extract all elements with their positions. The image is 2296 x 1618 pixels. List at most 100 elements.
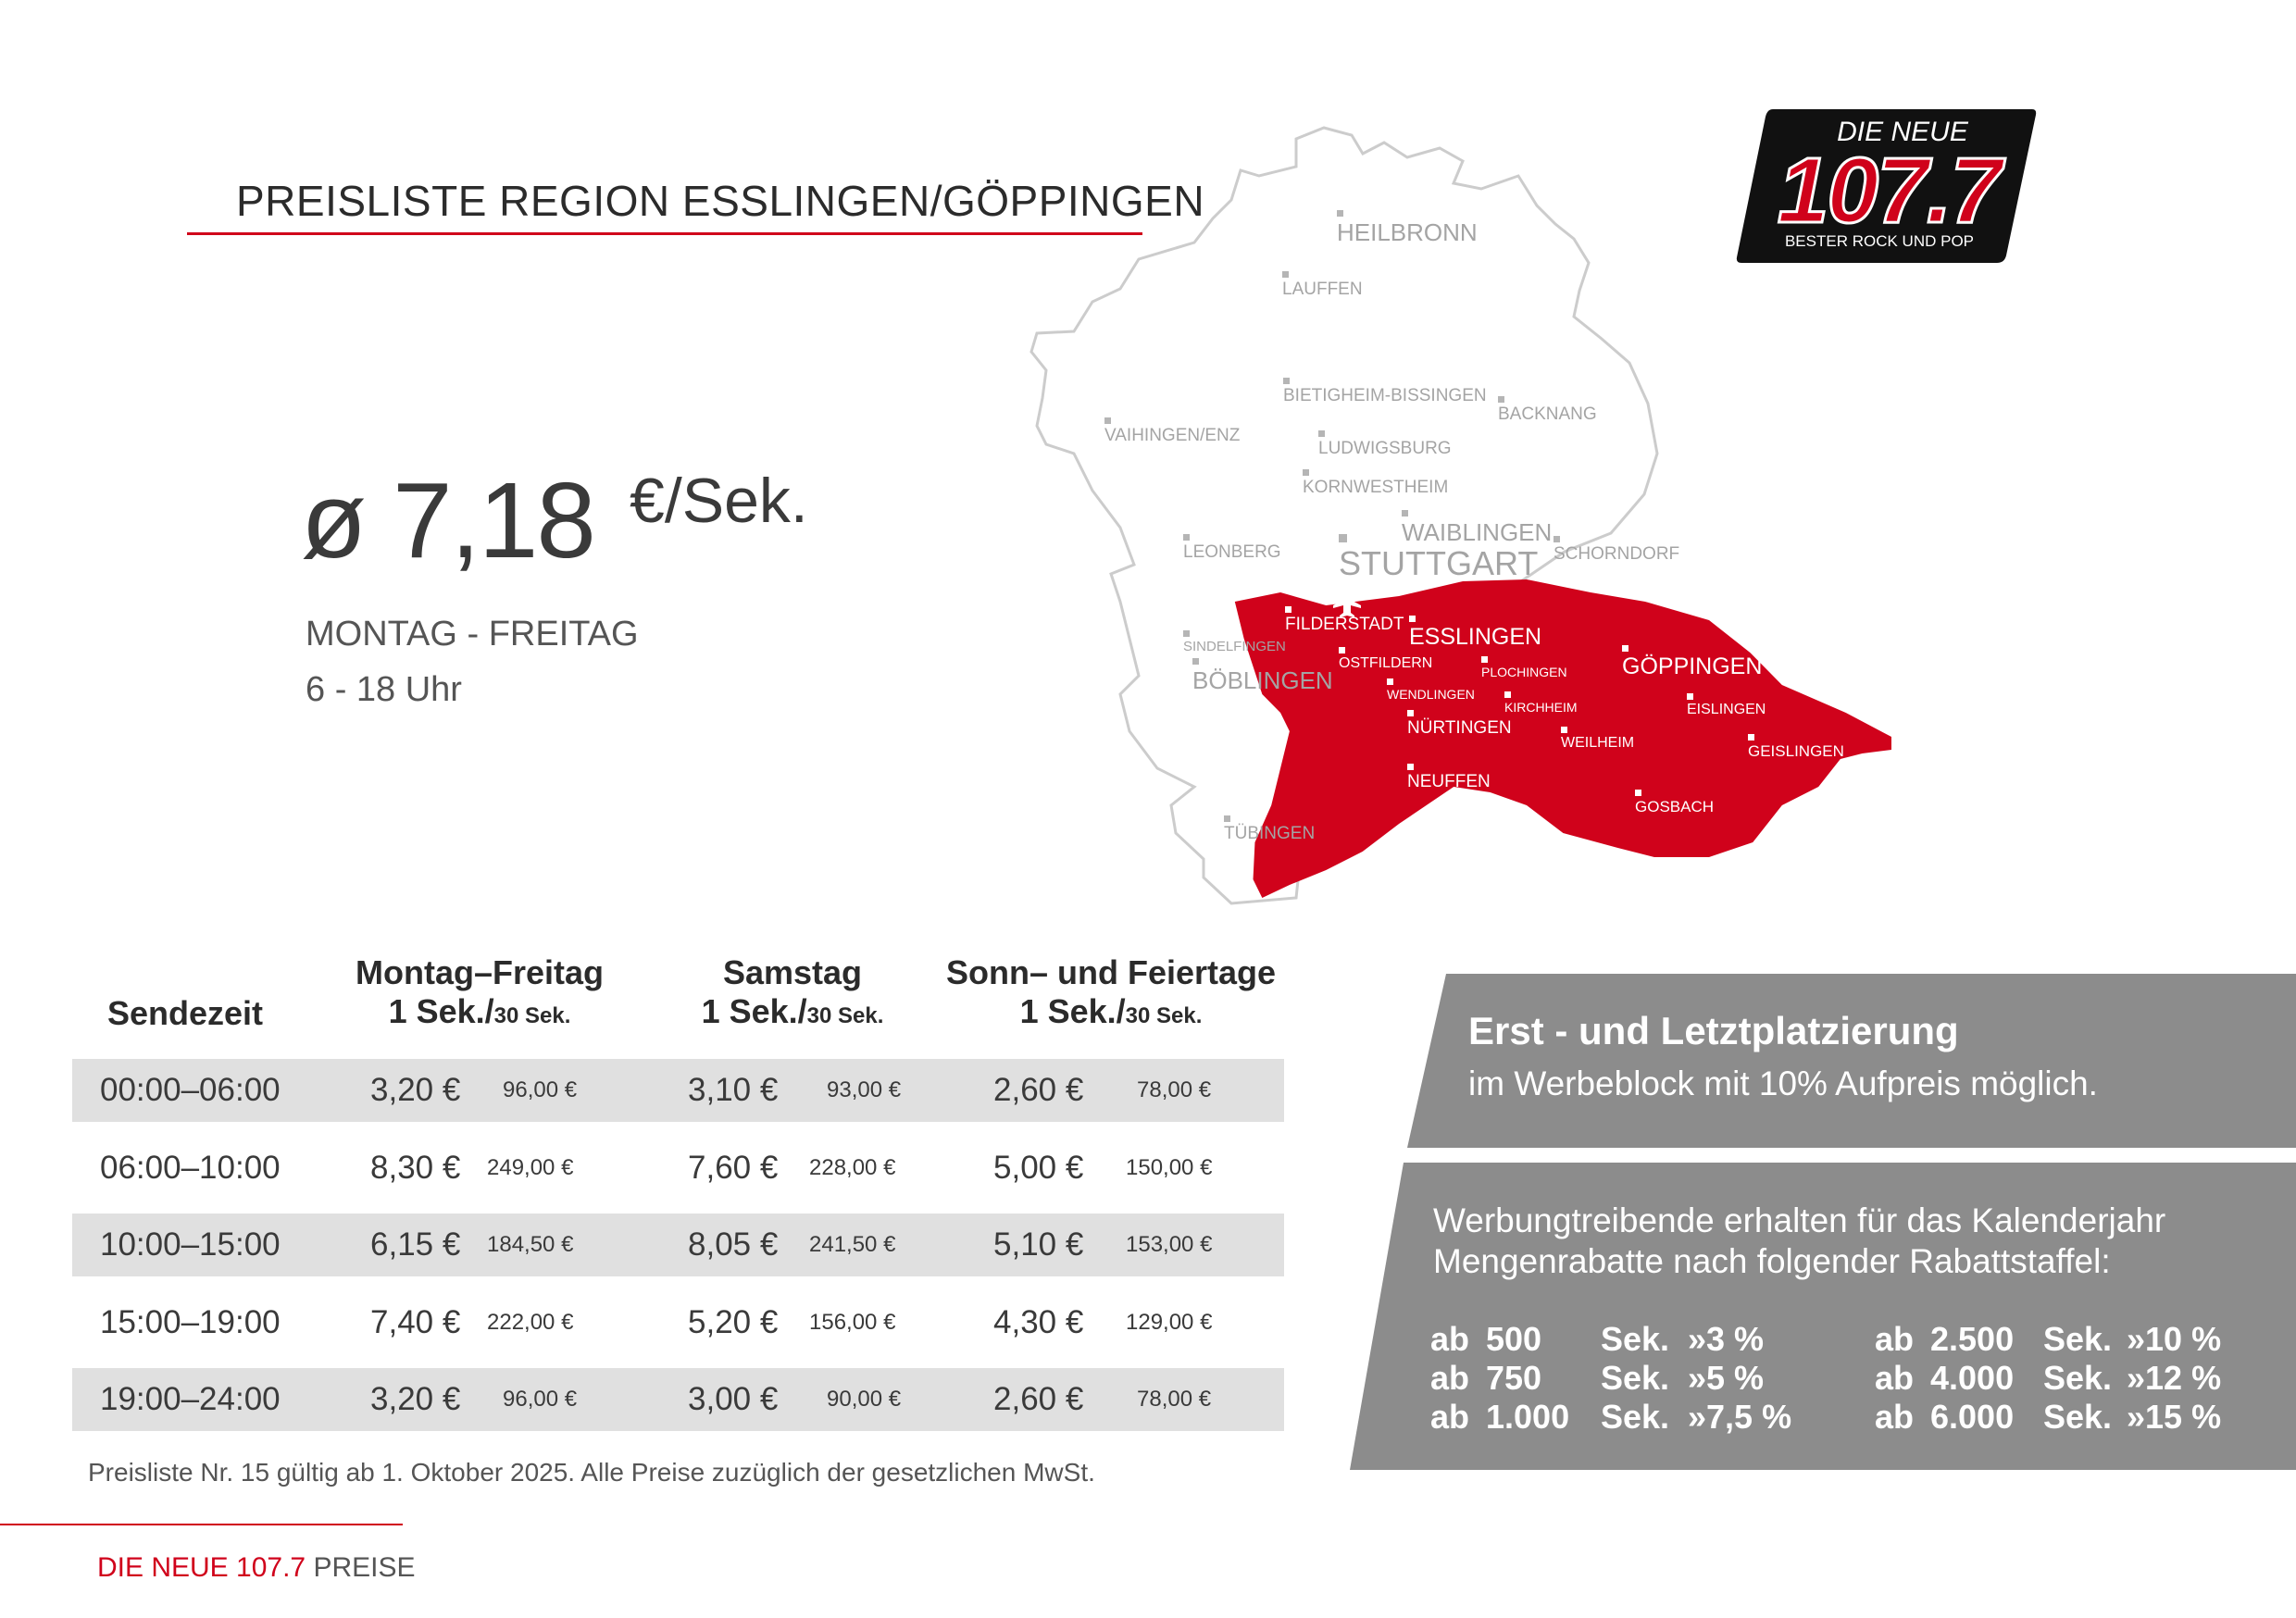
city-marker bbox=[1504, 691, 1511, 698]
price-mf-30: 184,50 € bbox=[487, 1232, 574, 1257]
city-marker bbox=[1635, 790, 1641, 796]
city-schorndorf: SCHORNDORF bbox=[1554, 544, 1680, 564]
logo-line1: DIE NEUE bbox=[1837, 117, 1969, 147]
discount-intro-line1: Werbungtreibende erhalten für das Kalend… bbox=[1433, 1201, 2166, 1239]
table-row: 06:00–10:00 8,30 € 249,00 € 7,60 € 228,0… bbox=[72, 1137, 1284, 1200]
city-marker bbox=[1183, 630, 1190, 637]
price-sa: 5,20 € bbox=[688, 1304, 779, 1340]
city-marker bbox=[1481, 656, 1488, 663]
price-hours: 6 - 18 Uhr bbox=[306, 670, 462, 709]
city-marker bbox=[1407, 710, 1414, 716]
table-row: 15:00–19:00 7,40 € 222,00 € 5,20 € 156,0… bbox=[72, 1291, 1284, 1354]
average-price: ø 7,18 bbox=[301, 460, 596, 580]
city-marker bbox=[1337, 210, 1343, 217]
discount-intro-line2: Mengenrabatte nach folgender Rabattstaff… bbox=[1433, 1242, 2111, 1280]
city-marker bbox=[1339, 647, 1345, 653]
logo-slogan: BESTER ROCK UND POP bbox=[1785, 232, 1974, 250]
city-marker bbox=[1409, 616, 1416, 622]
coverage-map: HEILBRONN LAUFFEN BIETIGHEIM-BISSINGEN B… bbox=[1018, 120, 1907, 916]
price-mf: 3,20 € bbox=[370, 1381, 461, 1417]
price-mf-30: 249,00 € bbox=[487, 1155, 574, 1180]
price-sa-30: 156,00 € bbox=[809, 1310, 896, 1335]
city-esslingen: ESSLINGEN bbox=[1409, 624, 1542, 650]
city-geislingen: GEISLINGEN bbox=[1748, 742, 1844, 760]
airplane-icon bbox=[1333, 592, 1361, 617]
city-marker bbox=[1104, 417, 1111, 424]
price-mf: 3,20 € bbox=[370, 1072, 461, 1108]
row-time: 10:00–15:00 bbox=[100, 1226, 281, 1263]
city-heilbronn: HEILBRONN bbox=[1337, 218, 1478, 246]
price-footnote: Preisliste Nr. 15 gültig ab 1. Oktober 2… bbox=[88, 1458, 1095, 1487]
price-so: 2,60 € bbox=[993, 1381, 1084, 1417]
row-time: 06:00–10:00 bbox=[100, 1150, 281, 1186]
city-goeppingen: GÖPPINGEN bbox=[1622, 653, 1763, 679]
placement-panel bbox=[1407, 974, 2296, 1148]
city-tuebingen: TÜBINGEN bbox=[1224, 824, 1316, 843]
city-marker bbox=[1402, 510, 1408, 517]
price-mf-30: 96,00 € bbox=[503, 1077, 578, 1102]
average-price-unit: €/Sek. bbox=[630, 466, 808, 536]
table-row: 19:00–24:00 3,20 € 96,00 € 3,00 € 90,00 … bbox=[72, 1368, 1284, 1431]
city-stuttgart: STUTTGART bbox=[1339, 544, 1539, 582]
row-time: 00:00–06:00 bbox=[100, 1072, 281, 1108]
city-marker bbox=[1387, 678, 1393, 685]
placement-text: im Werbeblock mit 10% Aufpreis möglich. bbox=[1468, 1064, 2098, 1102]
price-mf-30: 96,00 € bbox=[503, 1387, 578, 1412]
city-marker bbox=[1498, 396, 1504, 403]
city-leonberg: LEONBERG bbox=[1183, 542, 1281, 562]
price-sa-30: 90,00 € bbox=[827, 1387, 902, 1412]
city-ostfildern: OSTFILDERN bbox=[1339, 655, 1433, 671]
city-eislingen: EISLINGEN bbox=[1687, 702, 1766, 717]
city-boeblingen: BÖBLINGEN bbox=[1192, 666, 1333, 694]
price-days: MONTAG - FREITAG bbox=[306, 615, 639, 653]
city-nuertingen: NÜRTINGEN bbox=[1407, 718, 1512, 738]
price-so-30: 129,00 € bbox=[1126, 1310, 1213, 1335]
city-ludwigsburg: LUDWIGSBURG bbox=[1318, 439, 1452, 458]
footer: DIE NEUE 107.7 PREISE bbox=[97, 1552, 416, 1584]
header-sendezeit: Sendezeit bbox=[106, 994, 264, 1032]
city-weilheim: WEILHEIM bbox=[1561, 735, 1635, 751]
city-backnang: BACKNANG bbox=[1498, 404, 1597, 424]
city-neuffen: NEUFFEN bbox=[1407, 772, 1491, 791]
price-mf: 7,40 € bbox=[370, 1304, 461, 1340]
city-lauffen: LAUFFEN bbox=[1282, 280, 1363, 299]
price-so-30: 150,00 € bbox=[1126, 1155, 1213, 1180]
price-sa: 8,05 € bbox=[688, 1226, 779, 1263]
city-kirchheim: KIRCHHEIM bbox=[1504, 700, 1578, 715]
city-gosbach: GOSBACH bbox=[1635, 798, 1715, 815]
city-kornwestheim: KORNWESTHEIM bbox=[1303, 478, 1449, 497]
station-logo: DIE NEUE 107.7 BESTER ROCK UND POP bbox=[1736, 109, 2037, 263]
price-sa-30: 228,00 € bbox=[809, 1155, 896, 1180]
price-sa: 3,00 € bbox=[688, 1381, 779, 1417]
header-montag-freitag: Montag–Freitag 1 Sek./30 Sek. bbox=[355, 953, 604, 1030]
footer-brand: DIE NEUE 107.7 bbox=[97, 1552, 306, 1583]
city-marker bbox=[1561, 727, 1567, 733]
city-marker bbox=[1554, 536, 1560, 542]
city-marker bbox=[1183, 534, 1190, 541]
title-underline bbox=[187, 232, 1142, 235]
price-sa: 3,10 € bbox=[688, 1072, 779, 1108]
logo-number: 107.7 bbox=[1778, 139, 2006, 243]
city-plochingen: PLOCHINGEN bbox=[1481, 665, 1567, 679]
city-marker bbox=[1224, 815, 1230, 822]
table-row: 00:00–06:00 3,20 € 96,00 € 3,10 € 93,00 … bbox=[72, 1059, 1284, 1122]
footer-line bbox=[0, 1524, 403, 1525]
price-so-30: 78,00 € bbox=[1137, 1387, 1212, 1412]
city-marker bbox=[1283, 378, 1290, 384]
price-so-30: 153,00 € bbox=[1126, 1232, 1213, 1257]
city-marker bbox=[1192, 658, 1199, 665]
discount-panel bbox=[1350, 1163, 2296, 1470]
price-sa-30: 241,50 € bbox=[809, 1232, 896, 1257]
city-marker bbox=[1339, 534, 1347, 542]
row-time: 19:00–24:00 bbox=[100, 1381, 281, 1417]
city-marker bbox=[1687, 693, 1693, 700]
city-wendlingen: WENDLINGEN bbox=[1387, 687, 1475, 702]
price-so: 4,30 € bbox=[993, 1304, 1084, 1340]
city-marker bbox=[1282, 271, 1289, 278]
city-vaihingen-enz: VAIHINGEN/ENZ bbox=[1104, 426, 1241, 445]
table-row: 10:00–15:00 6,15 € 184,50 € 8,05 € 241,5… bbox=[72, 1214, 1284, 1276]
city-sindelfingen: SINDELFINGEN bbox=[1183, 639, 1286, 654]
city-marker bbox=[1285, 606, 1292, 613]
price-so: 5,10 € bbox=[993, 1226, 1084, 1263]
price-mf-30: 222,00 € bbox=[487, 1310, 574, 1335]
